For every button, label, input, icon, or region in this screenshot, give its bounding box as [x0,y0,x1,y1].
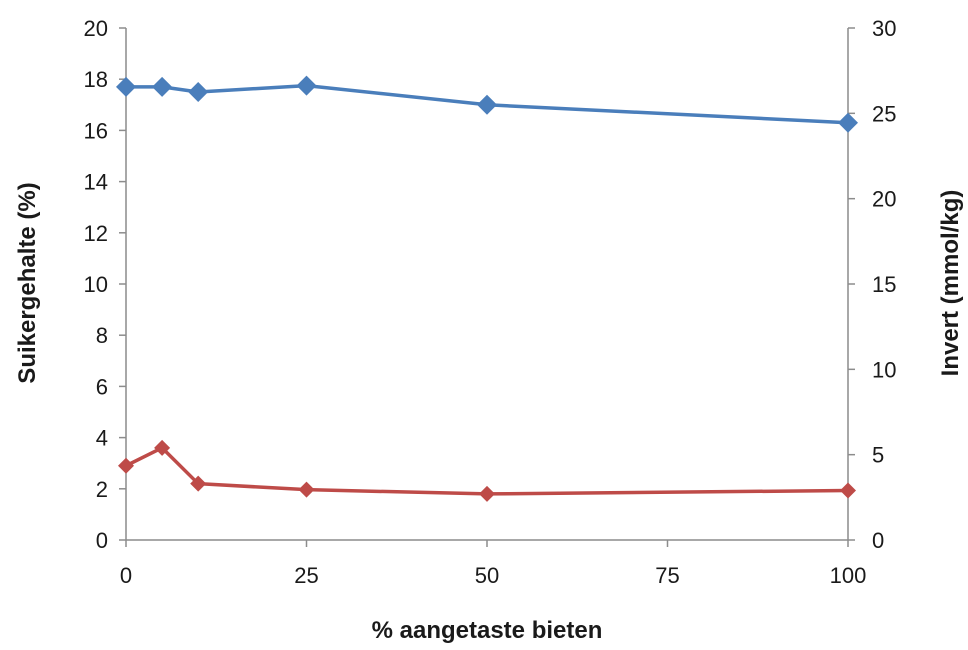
x-tick-label: 0 [120,563,132,588]
x-tick-label: 50 [475,563,499,588]
series-1-point [477,94,497,115]
series-1-point [152,76,173,97]
series-2-point [298,481,315,498]
y-tick-label-left: 6 [96,374,108,399]
y-tick-label-right: 0 [872,528,884,553]
series-2-point [190,475,207,492]
y-tick-label-left: 2 [96,477,108,502]
y-tick-label-right: 25 [872,101,896,126]
series-1-point [188,82,209,102]
x-tick-label: 100 [830,563,867,588]
series-1-point [116,76,136,97]
series-2-point [154,439,171,456]
y-tick-label-left: 10 [84,272,108,297]
x-axis-title: % aangetaste bieten [372,617,603,644]
y-tick-label-left: 16 [84,118,108,143]
y-tick-label-right: 5 [872,443,884,468]
y-tick-label-left: 14 [84,170,108,195]
y-tick-label-left: 4 [96,426,108,451]
x-tick-label: 75 [655,563,679,588]
y-tick-label-left: 20 [84,16,108,41]
series-2-line [125,446,849,496]
series-1-point [838,112,858,133]
series-2-point [840,482,856,499]
series-1-point [296,75,317,96]
x-tick-label: 25 [294,563,318,588]
y-tick-label-left: 12 [84,221,108,246]
y-axis-title-left: Suikergehalte (%) [14,182,41,383]
series-2-point [479,485,495,502]
y-axis-title-right: Invert (mmol/kg) [937,190,964,377]
y-tick-label-right: 10 [872,357,896,382]
y-tick-label-right: 15 [872,272,896,297]
y-tick-label-left: 8 [96,323,108,348]
y-tick-label-right: 20 [872,187,896,212]
series-2-point [118,457,134,474]
y-tick-label-right: 30 [872,16,896,41]
y-tick-label-left: 0 [96,528,108,553]
y-tick-label-left: 18 [84,67,108,92]
axes: 0 2 4 6 8 10 12 14 16 18 20 0 5 10 15 20 25 30 0 25 50 75 100 [84,16,897,588]
series-layer [116,75,858,502]
